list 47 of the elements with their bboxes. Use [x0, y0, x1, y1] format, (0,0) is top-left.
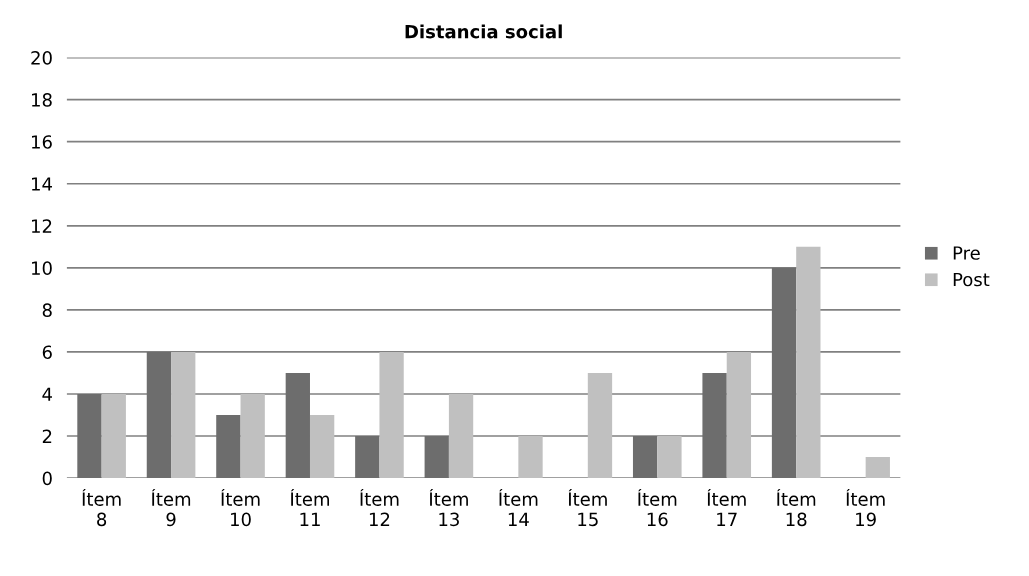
- bar: [657, 436, 682, 479]
- x-tick-label: Ítem 8: [82, 488, 121, 527]
- y-tick-label: 16: [32, 135, 52, 149]
- x-tick-label: Ítem 12: [360, 488, 399, 526]
- bar: [355, 436, 380, 479]
- x-tick-label: Ítem 18: [777, 488, 816, 527]
- y-tick-label: 2: [42, 429, 52, 443]
- x-tick-label: Ítem 14: [499, 488, 538, 526]
- bar: [216, 415, 241, 479]
- bar: [77, 393, 102, 479]
- bar: [379, 351, 404, 479]
- y-tick-label: 12: [32, 219, 52, 233]
- y-tick-label: 8: [42, 303, 52, 317]
- x-tick-label: Ítem 15: [568, 488, 607, 527]
- bar: [796, 246, 821, 479]
- bar: [632, 436, 658, 479]
- y-tick-label: 4: [42, 387, 52, 401]
- bar: [726, 351, 752, 479]
- bar: [171, 351, 196, 479]
- y-tick-label: 14: [32, 177, 52, 191]
- bar: [240, 393, 265, 479]
- y-tick-label: 0: [42, 471, 52, 486]
- bar: [146, 351, 172, 479]
- bar: [101, 393, 126, 479]
- x-tick-label: Ítem 13: [429, 488, 468, 527]
- bar: [309, 415, 335, 479]
- bar: [702, 372, 727, 479]
- bar: [285, 372, 310, 479]
- bar: [424, 436, 449, 479]
- x-tick-label: Ítem 10: [221, 488, 260, 527]
- y-tick-label: 20: [31, 51, 52, 65]
- y-tick-label: 10: [32, 261, 52, 275]
- x-tick-label: Ítem 11: [290, 488, 329, 526]
- y-tick-label: 18: [32, 93, 52, 107]
- bar: [518, 436, 543, 479]
- y-tick-label: 6: [42, 345, 52, 360]
- chart-title: Distancia social: [405, 24, 562, 39]
- bar: [771, 267, 797, 479]
- bar: [865, 457, 890, 479]
- x-tick-label: Ítem 16: [638, 488, 677, 527]
- legend-label: Post: [953, 272, 990, 287]
- legend-label: Pre: [953, 246, 980, 260]
- x-tick-label: Ítem 9: [151, 488, 191, 527]
- x-tick-label: Ítem 17: [707, 488, 746, 526]
- bar: [587, 372, 613, 479]
- x-tick-label: Ítem 19: [846, 488, 885, 527]
- bar: [448, 393, 474, 479]
